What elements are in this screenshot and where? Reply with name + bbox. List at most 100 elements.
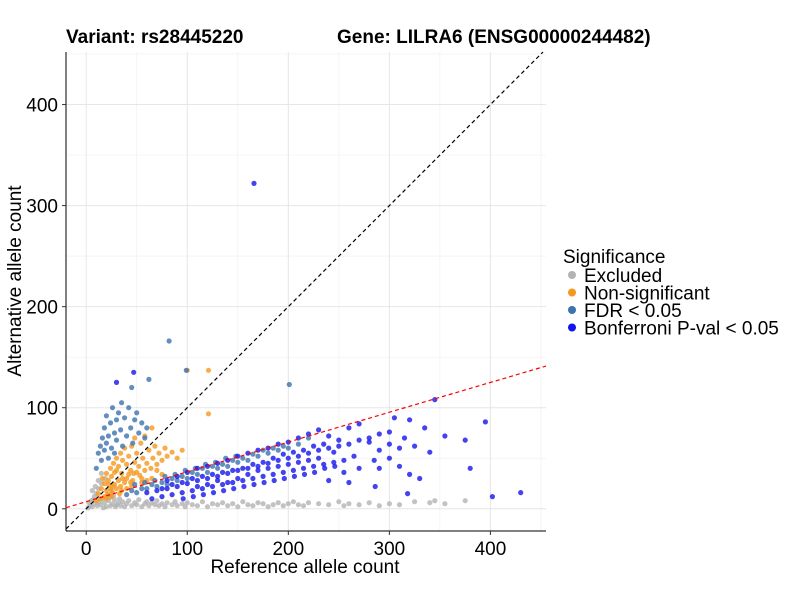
data-point-bonferroni-p-val-0-05 [260,459,266,465]
data-point-fdr-0-05 [124,433,130,439]
data-point-excluded [412,499,418,505]
data-point-non-significant [162,445,168,451]
data-point-fdr-0-05 [118,427,124,433]
x-tick-label: 100 [171,539,203,560]
data-point-fdr-0-05 [113,437,120,443]
data-point-bonferroni-p-val-0-05 [467,465,473,471]
data-point-fdr-0-05 [124,492,130,498]
data-point-fdr-0-05 [115,410,122,416]
reference-lines [65,51,547,530]
data-point-fdr-0-05 [130,440,136,446]
data-point-bonferroni-p-val-0-05 [366,435,372,441]
data-point-non-significant [144,460,150,466]
data-point-fdr-0-05 [139,420,145,426]
data-point-bonferroni-p-val-0-05 [326,445,332,451]
legend-label-non-significant: Non-significant [584,284,710,305]
data-point-bonferroni-p-val-0-05 [270,455,276,461]
data-point-bonferroni-p-val-0-05 [169,481,175,488]
data-point-fdr-0-05 [275,447,281,453]
data-point-excluded [326,502,332,508]
data-point-excluded [101,500,107,506]
data-point-excluded [182,504,188,510]
data-point-fdr-0-05 [134,490,140,496]
data-point-excluded [366,500,372,506]
data-point-bonferroni-p-val-0-05 [316,455,322,461]
data-point-non-significant [120,457,126,463]
data-point-bonferroni-p-val-0-05 [230,479,236,486]
data-point-bonferroni-p-val-0-05 [154,488,160,494]
data-point-bonferroni-p-val-0-05 [159,486,165,492]
data-point-excluded [442,501,448,507]
data-point-fdr-0-05 [119,400,125,406]
data-point-bonferroni-p-val-0-05 [209,483,216,490]
data-point-fdr-0-05 [285,445,291,451]
data-point-excluded [98,470,104,476]
data-point-non-significant [146,447,152,453]
data-point-fdr-0-05 [134,410,140,416]
data-point-excluded [376,503,382,509]
data-point-bonferroni-p-val-0-05 [295,459,301,465]
data-point-bonferroni-p-val-0-05 [518,490,524,496]
x-tick-label: 300 [374,539,406,560]
data-point-bonferroni-p-val-0-05 [235,467,241,473]
data-point-fdr-0-05 [166,338,172,344]
data-point-excluded [270,502,276,508]
data-point-excluded [336,499,342,505]
data-point-non-significant [169,449,175,455]
data-point-bonferroni-p-val-0-05 [220,481,226,488]
data-point-bonferroni-p-val-0-05 [174,483,180,490]
data-point-non-significant [124,475,130,482]
data-point-bonferroni-p-val-0-05 [225,470,231,476]
data-point-fdr-0-05 [183,367,189,373]
data-point-fdr-0-05 [120,443,126,449]
data-point-bonferroni-p-val-0-05 [255,467,261,473]
data-point-non-significant [95,491,101,497]
data-point-fdr-0-05 [103,440,109,446]
data-point-bonferroni-p-val-0-05 [301,471,308,477]
data-point-bonferroni-p-val-0-05 [285,455,291,461]
data-point-bonferroni-p-val-0-05 [231,486,237,492]
data-point-excluded [230,501,236,507]
data-point-fdr-0-05 [101,425,107,431]
data-point-bonferroni-p-val-0-05 [300,447,307,453]
legend-title: Significance [563,247,665,268]
data-point-non-significant [105,477,111,484]
data-point-non-significant [103,496,109,502]
data-point-bonferroni-p-val-0-05 [194,465,200,471]
x-axis-title: Reference allele count [210,557,400,578]
data-point-excluded [235,504,241,510]
data-point-fdr-0-05 [204,469,211,475]
data-point-fdr-0-05 [126,405,132,411]
data-point-excluded [295,502,301,508]
data-point-fdr-0-05 [132,481,138,488]
data-point-bonferroni-p-val-0-05 [407,417,413,423]
data-point-fdr-0-05 [105,433,111,439]
data-point-bonferroni-p-val-0-05 [144,490,150,496]
data-point-non-significant [152,443,158,449]
data-point-bonferroni-p-val-0-05 [356,437,362,443]
data-point-fdr-0-05 [97,443,103,449]
data-point-excluded [240,499,246,505]
data-point-excluded [174,503,180,509]
data-point-excluded [462,498,468,504]
data-point-bonferroni-p-val-0-05 [245,471,251,477]
data-point-fdr-0-05 [105,455,111,461]
x-tick-label: 400 [475,539,507,560]
data-point-non-significant [140,455,146,461]
data-point-bonferroni-p-val-0-05 [482,419,488,425]
data-point-bonferroni-p-val-0-05 [391,415,397,421]
data-point-excluded [225,503,231,509]
plot-panel: 0 100 200 300 400 0 100 200 300 400 [26,51,547,560]
data-point-fdr-0-05 [230,457,236,463]
x-tick-label: 200 [272,539,304,560]
data-point-bonferroni-p-val-0-05 [174,473,180,479]
data-point-non-significant [150,455,156,461]
data-point-non-significant [120,475,126,482]
y-axis-title: Alternative allele count [5,185,26,377]
data-point-fdr-0-05 [136,430,142,436]
data-point-excluded [194,503,200,509]
data-point-excluded [220,500,226,506]
data-points [85,180,524,511]
data-point-bonferroni-p-val-0-05 [321,441,327,447]
data-point-bonferroni-p-val-0-05 [291,473,297,479]
